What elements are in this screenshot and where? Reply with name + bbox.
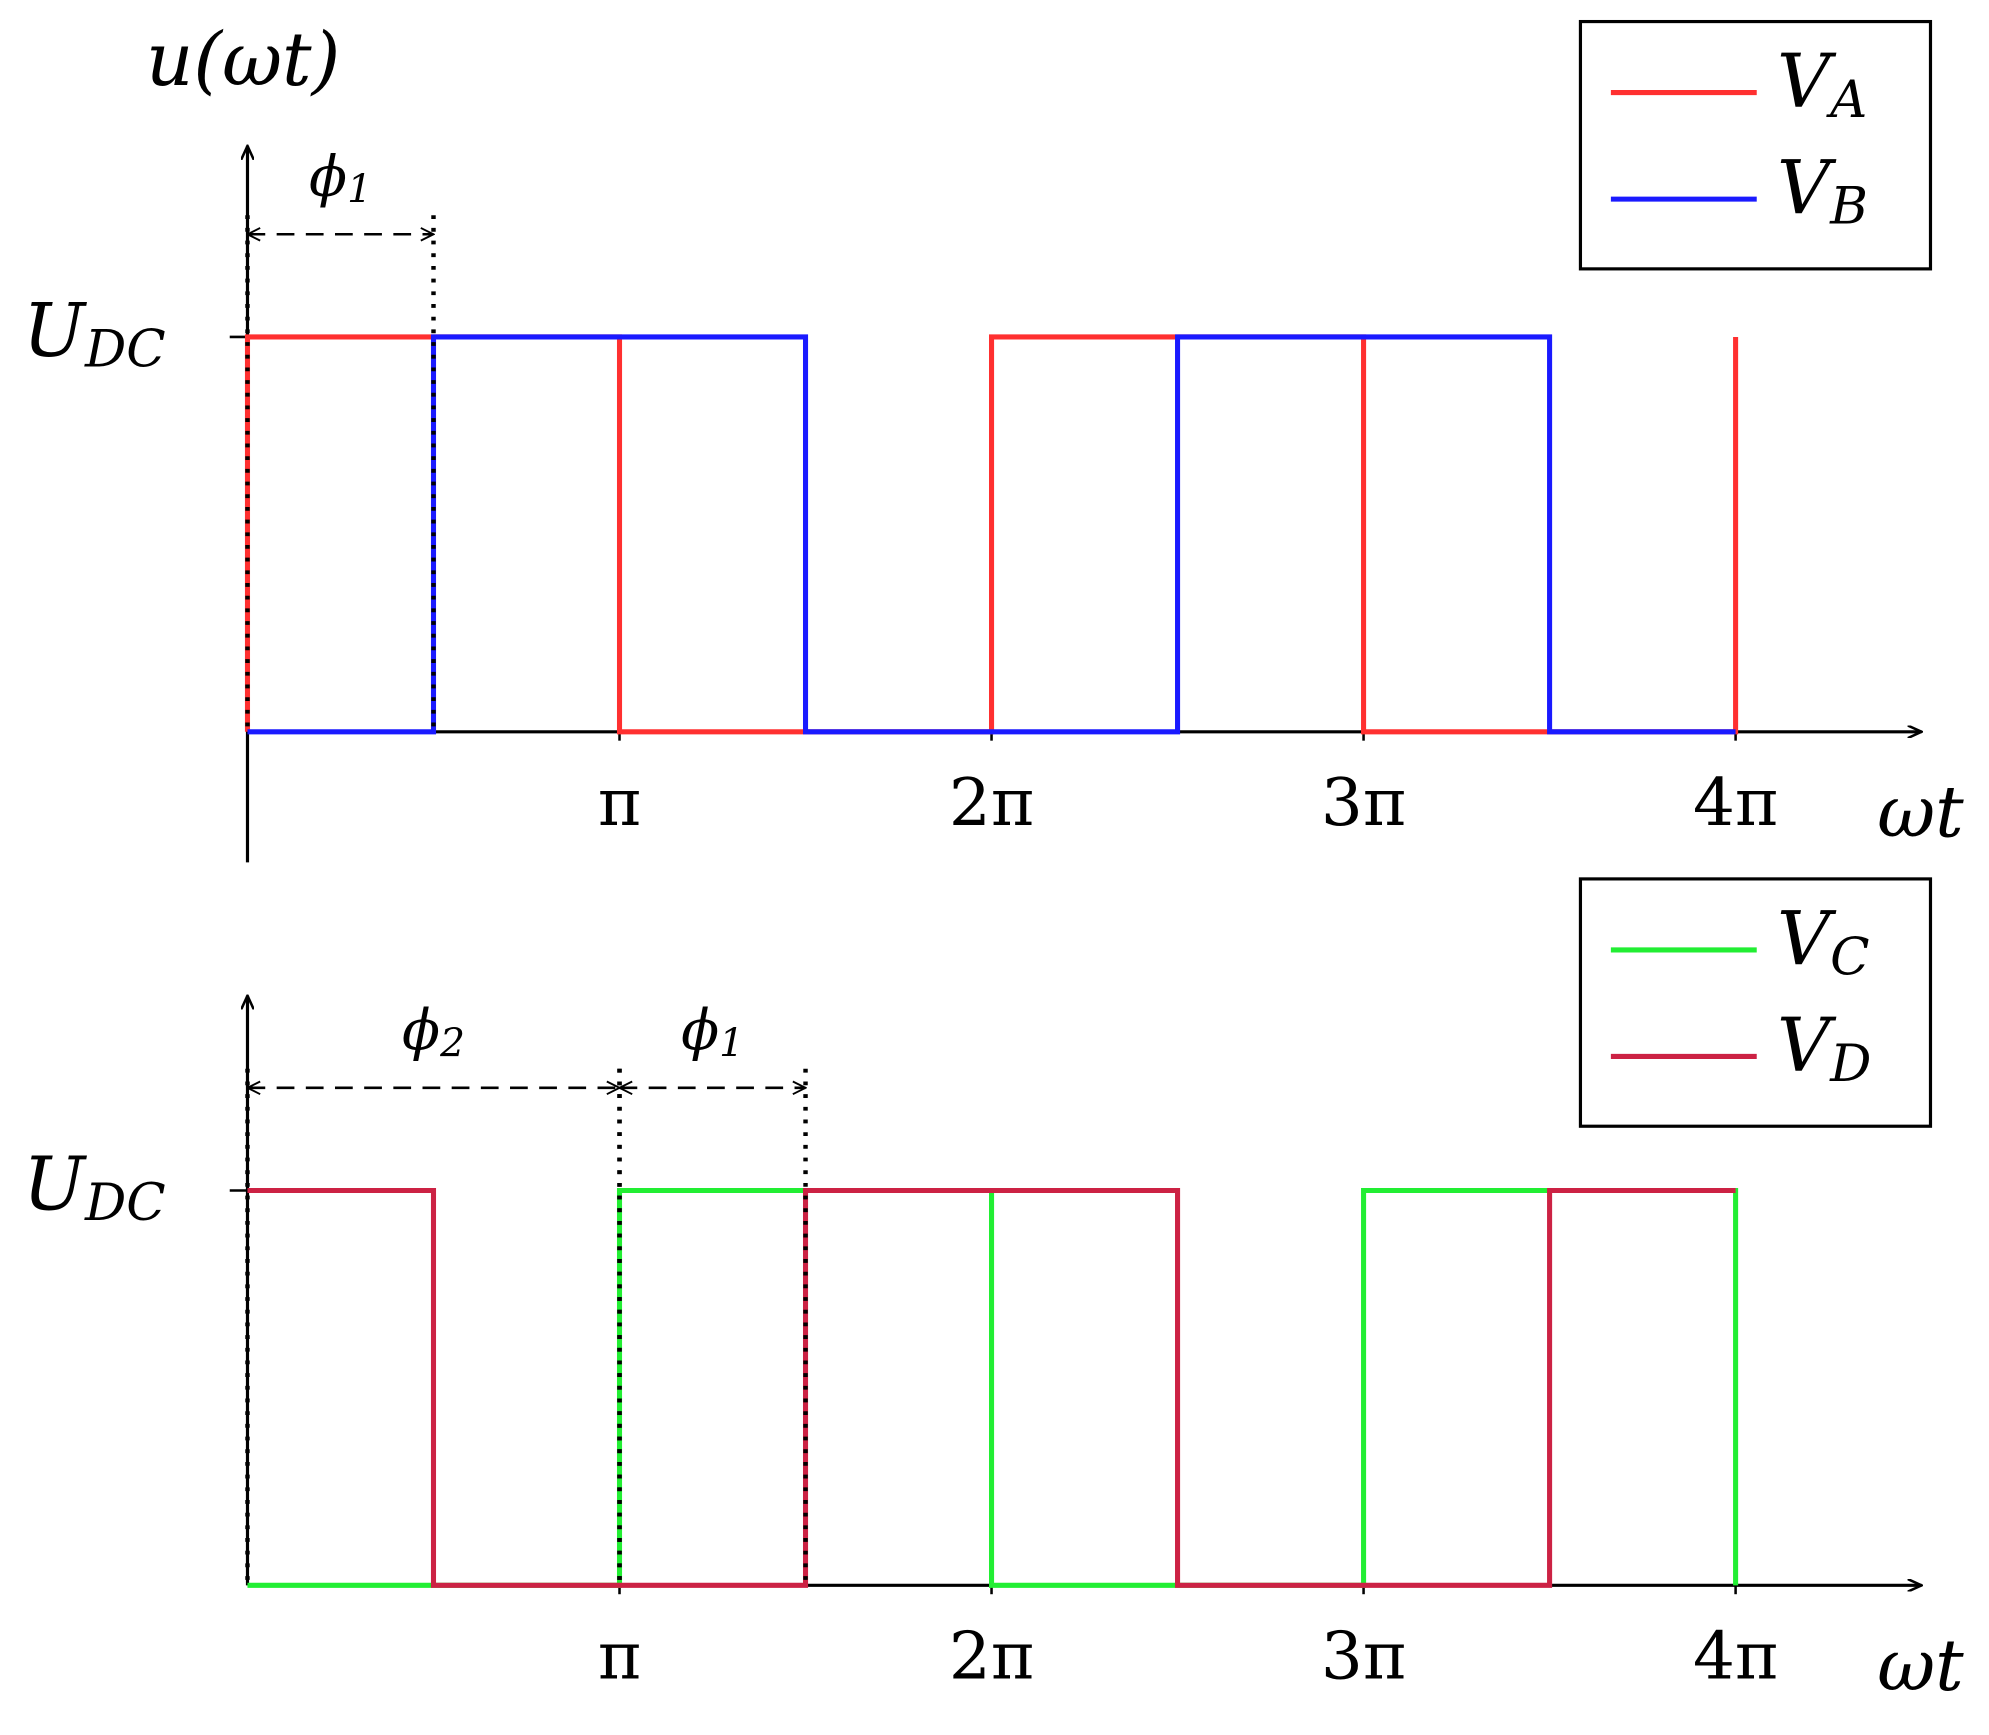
x-tick-label: 2π (949, 764, 1034, 841)
legend-box (1578, 877, 1933, 1128)
legend-label: VC (1777, 897, 1870, 987)
phase-label: ϕ1 (681, 998, 744, 1066)
x-tick-label: π (598, 1617, 641, 1694)
series-line (244, 334, 1739, 735)
series-line (247, 1187, 1736, 1588)
x-tick-label: 3π (1321, 764, 1406, 841)
phase-label: ϕ2 (402, 998, 465, 1066)
x-tick-label: 2π (949, 1617, 1034, 1694)
y-tick-label: UDC (23, 289, 166, 379)
y-tick-label: UDC (23, 1142, 166, 1232)
legend-label: VD (1777, 1003, 1871, 1093)
x-tick-label: 3π (1321, 1617, 1406, 1694)
x-tick-label: 4π (1693, 1617, 1778, 1694)
phase-label: ϕ1 (309, 145, 372, 213)
x-axis-label: ωt (1877, 1624, 1964, 1707)
legend-box (1578, 19, 1933, 271)
y-axis-label: u(ωt) (146, 18, 340, 103)
x-tick-label: π (598, 764, 641, 841)
series-line (247, 1187, 1739, 1588)
legend-label: VB (1777, 146, 1868, 236)
x-axis-label: ωt (1877, 771, 1964, 854)
legend-label: VA (1777, 40, 1867, 130)
x-tick-label: 4π (1693, 764, 1778, 841)
